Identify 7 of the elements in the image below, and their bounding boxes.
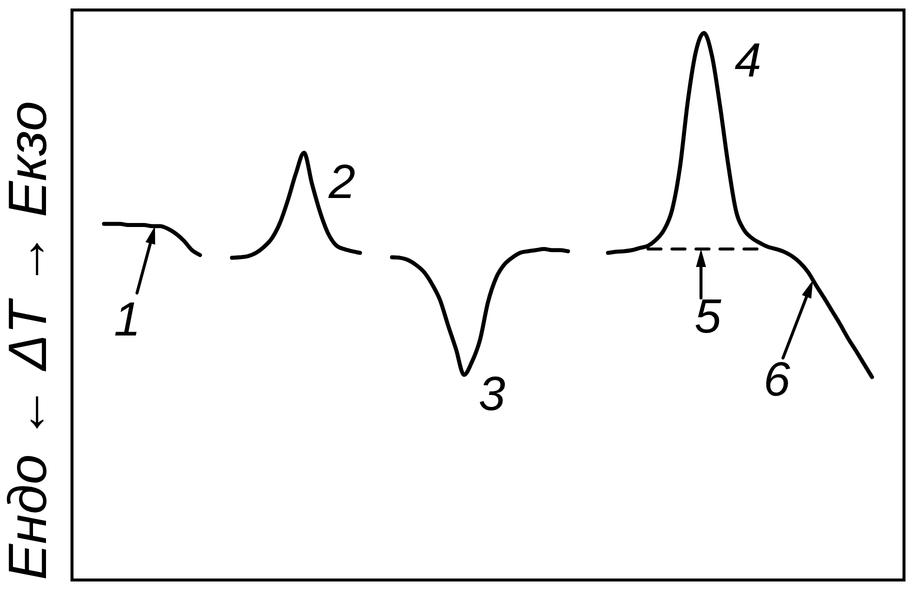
annotation: 2 [328, 156, 356, 210]
annotation: 6 [763, 353, 790, 406]
annotation: 5 [694, 290, 722, 344]
annotation: 1 [114, 293, 141, 346]
annotation: 3 [478, 368, 506, 422]
annotation: 4 [734, 34, 762, 88]
y-axis-title: Ендо ← ΔT → Екзо [0, 101, 58, 580]
